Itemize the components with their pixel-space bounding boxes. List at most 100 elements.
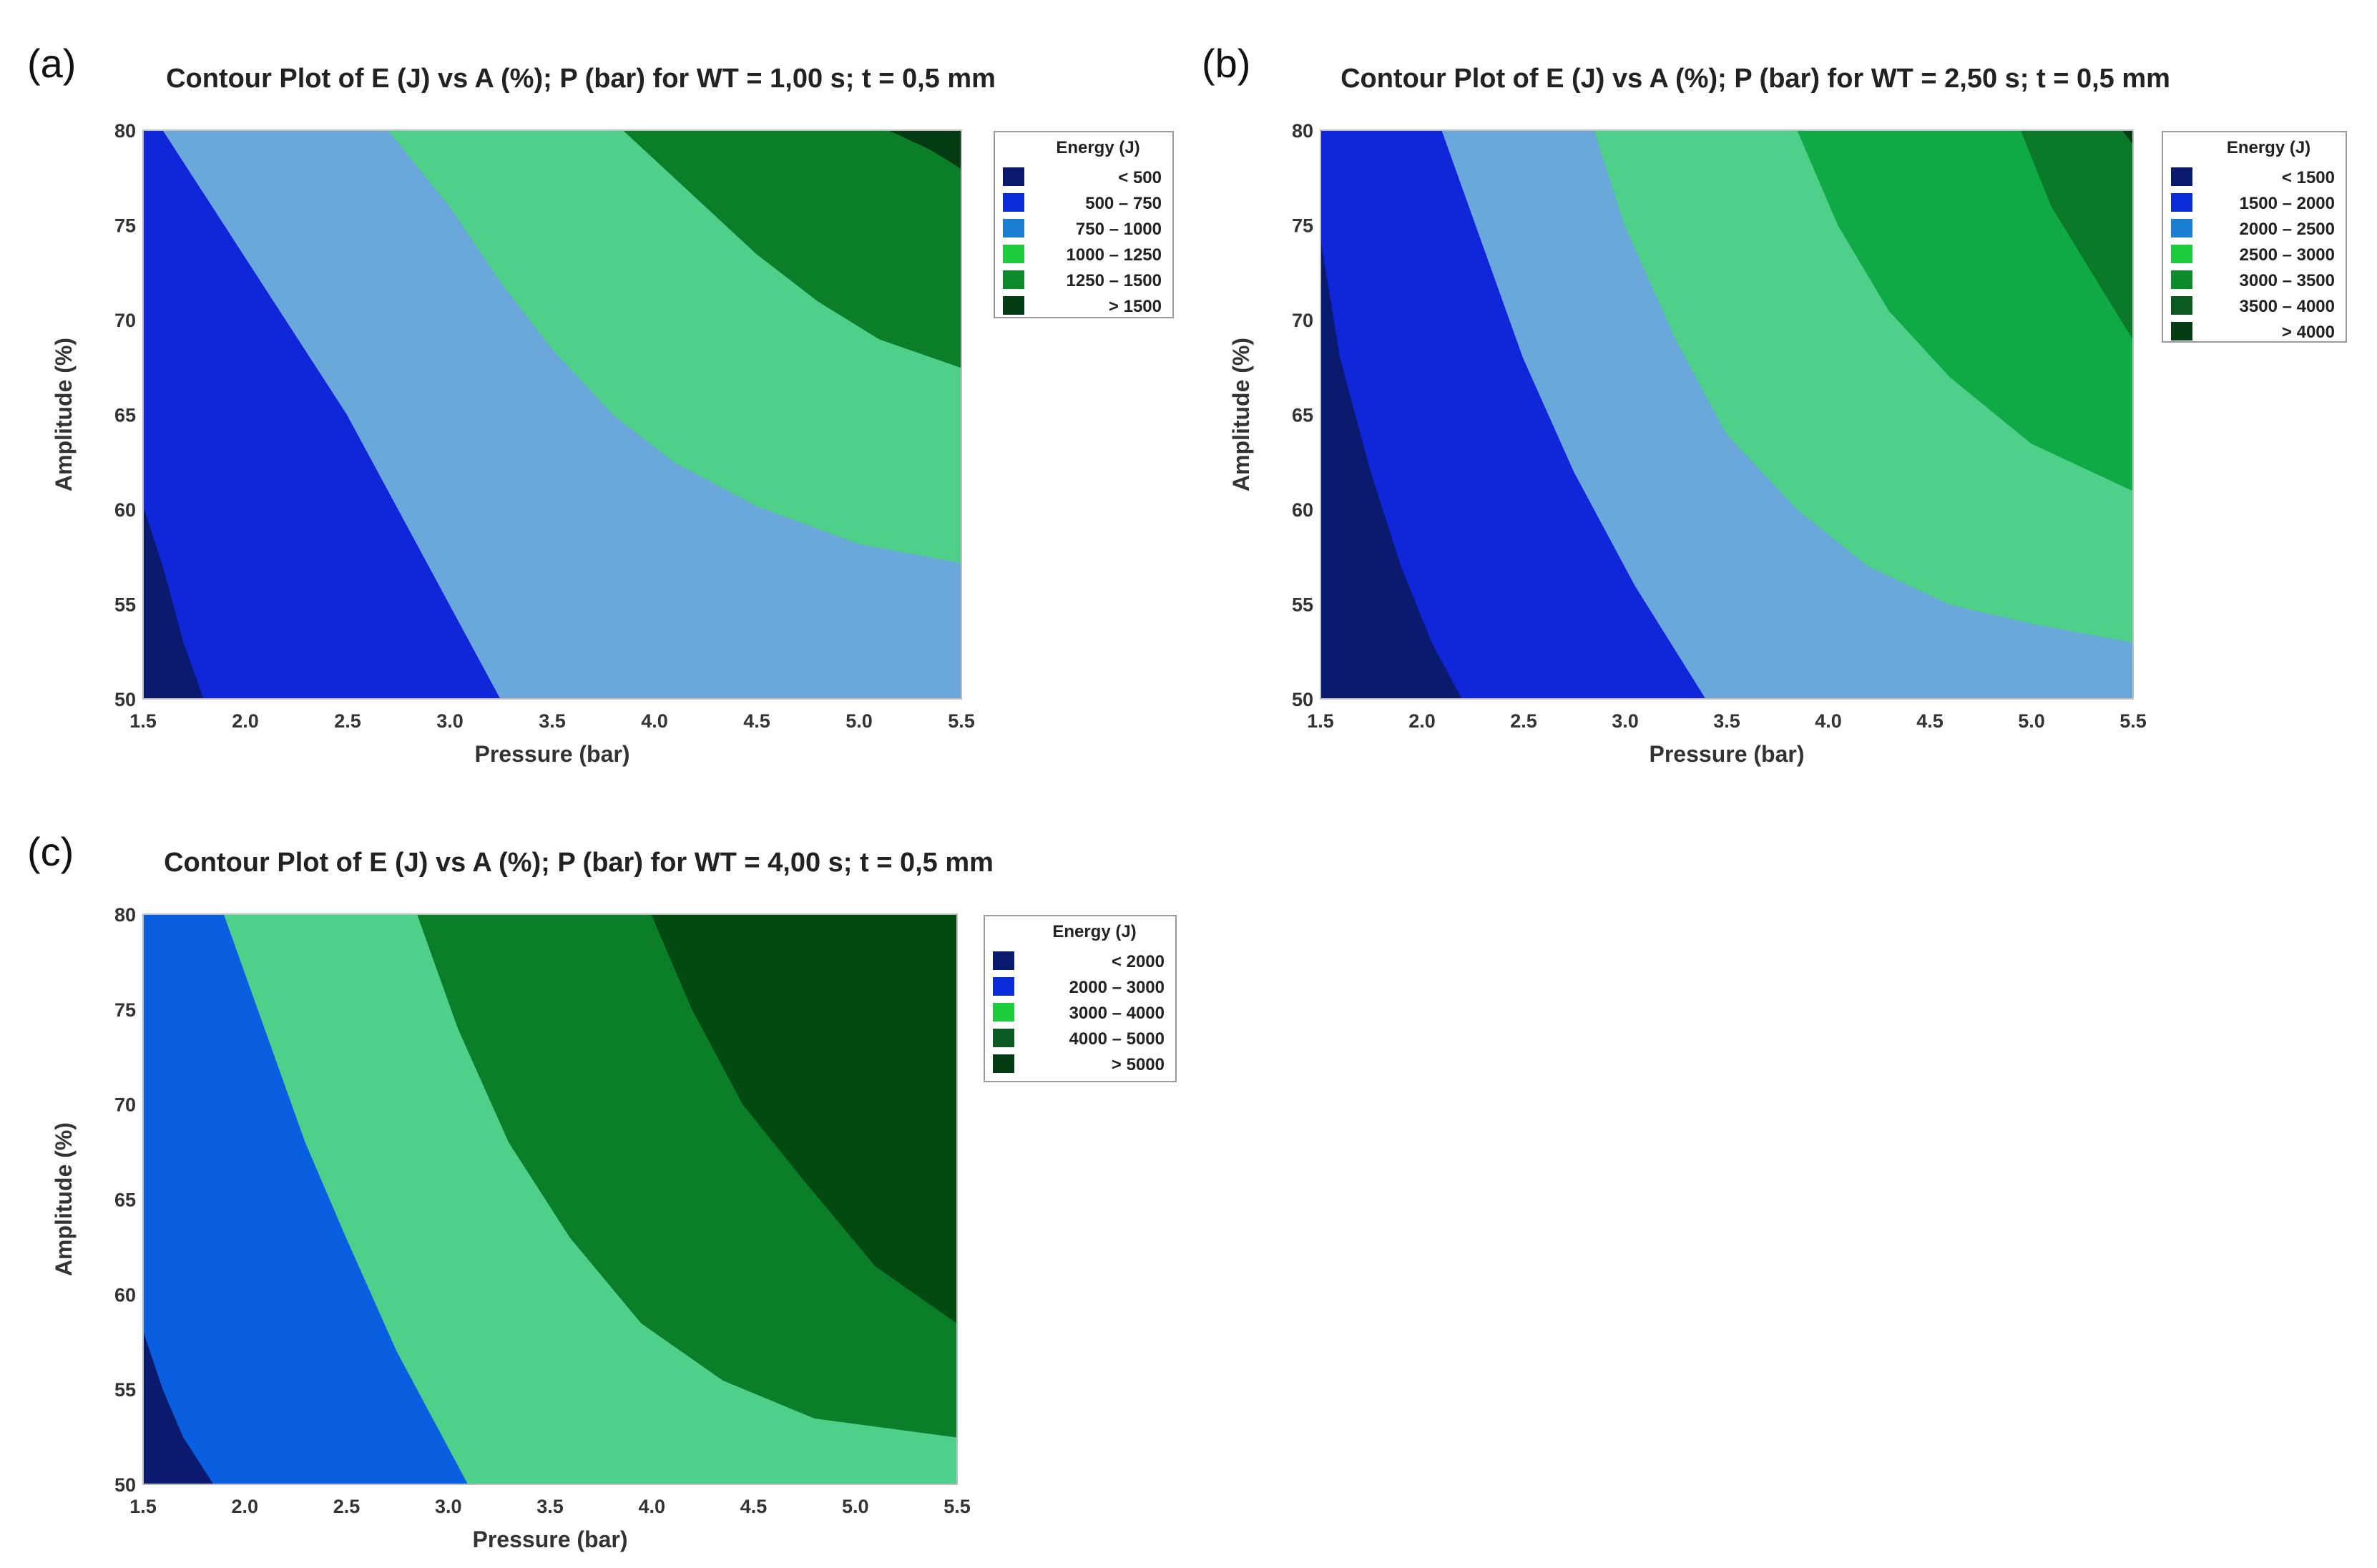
y-tick-label: 75 <box>1292 215 1313 237</box>
legend-swatch <box>2171 296 2192 315</box>
legend-box <box>984 915 1177 1082</box>
legend-label: < 500 <box>1118 168 1162 187</box>
x-tick-label: 5.0 <box>846 710 873 732</box>
y-tick-label: 50 <box>114 689 136 710</box>
legend-swatch <box>1003 245 1024 263</box>
contour-regions <box>143 130 961 699</box>
x-tick-label: 2.5 <box>1510 710 1537 732</box>
legend-label: 3500 – 4000 <box>2240 297 2335 316</box>
legend-swatch <box>993 1003 1014 1021</box>
legend-swatch <box>993 1054 1014 1073</box>
x-tick-label: 4.5 <box>1916 710 1944 732</box>
legend-swatch <box>1003 296 1024 315</box>
legend-swatch <box>1003 193 1024 212</box>
plot-frame <box>1320 129 2134 700</box>
chart-title: Contour Plot of E (J) vs A (%); P (bar) … <box>164 848 994 878</box>
contour-chart-b: Contour Plot of E (J) vs A (%); P (bar) … <box>1228 64 2347 767</box>
x-axis-label: Pressure (bar) <box>1650 741 1805 767</box>
plot-frame <box>142 913 958 1485</box>
x-tick-label: 4.5 <box>740 1496 768 1517</box>
legend-label: 1500 – 2000 <box>2240 194 2335 213</box>
panel-a: (a) Contour Plot of E (J) vs A (%); P (b… <box>0 0 1202 787</box>
x-tick-label: 5.0 <box>2018 710 2045 732</box>
contour-chart-c: Contour Plot of E (J) vs A (%); P (bar) … <box>51 848 1177 1552</box>
contour-region-4 <box>651 914 957 1324</box>
legend-box <box>2162 131 2347 343</box>
legend-swatch <box>1003 270 1024 289</box>
legend-title: Energy (J) <box>1052 922 1136 941</box>
panel-label: (b) <box>1202 41 1251 86</box>
chart-title: Contour Plot of E (J) vs A (%); P (bar) … <box>166 64 996 94</box>
y-tick-label: 80 <box>114 120 136 142</box>
contour-region-6 <box>2122 130 2133 145</box>
x-tick-label: 5.5 <box>944 1496 971 1517</box>
y-tick-label: 80 <box>1292 120 1313 142</box>
x-axis-label: Pressure (bar) <box>473 1527 628 1552</box>
legend-swatch <box>2171 193 2192 212</box>
contour-region-5 <box>2020 130 2133 340</box>
y-tick-label: 55 <box>1292 594 1313 616</box>
legend-label: > 1500 <box>1109 297 1162 316</box>
legend-label: > 5000 <box>1112 1055 1165 1074</box>
x-tick-label: 2.5 <box>334 710 361 732</box>
legend-label: 3000 – 4000 <box>1069 1004 1165 1023</box>
y-tick-label: 70 <box>1292 310 1313 331</box>
x-tick-label: 3.0 <box>435 1496 462 1517</box>
legend-swatch <box>2171 219 2192 237</box>
y-tick-label: 65 <box>114 1190 136 1211</box>
legend-label: 1250 – 1500 <box>1067 271 1162 290</box>
x-tick-label: 1.5 <box>129 1496 157 1517</box>
y-tick-label: 50 <box>114 1474 136 1496</box>
x-tick-label: 5.5 <box>2119 710 2147 732</box>
x-tick-label: 1.5 <box>129 710 157 732</box>
y-axis-label: Amplitude (%) <box>51 338 77 491</box>
legend-swatch <box>993 1029 1014 1047</box>
panel-label: (c) <box>27 829 74 874</box>
x-tick-label: 2.0 <box>232 710 259 732</box>
x-tick-label: 3.5 <box>539 710 566 732</box>
legend-label: 2500 – 3000 <box>2240 245 2335 265</box>
x-tick-label: 1.5 <box>1307 710 1334 732</box>
legend-swatch <box>2171 167 2192 186</box>
legend-swatch <box>2171 322 2192 340</box>
contour-regions <box>1320 130 2133 699</box>
legend-label: 3000 – 3500 <box>2240 271 2335 290</box>
x-tick-label: 3.5 <box>1713 710 1740 732</box>
y-tick-label: 80 <box>114 904 136 926</box>
y-tick-label: 65 <box>1292 405 1313 426</box>
y-tick-label: 75 <box>114 215 136 237</box>
legend-swatch <box>2171 245 2192 263</box>
legend-swatch <box>1003 167 1024 186</box>
panel-label: (a) <box>27 41 77 86</box>
legend-label: > 4000 <box>2282 323 2335 342</box>
legend-swatch <box>993 977 1014 996</box>
y-tick-label: 70 <box>114 1094 136 1116</box>
x-tick-label: 4.5 <box>743 710 770 732</box>
contour-region-4 <box>622 130 961 368</box>
x-tick-label: 3.5 <box>536 1496 564 1517</box>
x-tick-label: 2.5 <box>333 1496 361 1517</box>
legend-label: 750 – 1000 <box>1076 220 1162 239</box>
x-tick-label: 4.0 <box>641 710 668 732</box>
chart-title: Contour Plot of E (J) vs A (%); P (bar) … <box>1341 64 2170 94</box>
legend-title: Energy (J) <box>1056 138 1140 157</box>
contour-region-5 <box>889 130 961 170</box>
legend-swatch <box>2171 270 2192 289</box>
y-tick-label: 60 <box>1292 499 1313 521</box>
legend-label: 2000 – 2500 <box>2240 220 2335 239</box>
panel-c: (c) Contour Plot of E (J) vs A (%); P (b… <box>0 787 1202 1568</box>
y-tick-label: 50 <box>1292 689 1313 710</box>
y-tick-label: 55 <box>114 1379 136 1401</box>
x-tick-label: 3.0 <box>436 710 464 732</box>
y-tick-label: 65 <box>114 405 136 426</box>
y-tick-label: 60 <box>114 499 136 521</box>
legend-label: < 1500 <box>2282 168 2335 187</box>
x-tick-label: 2.0 <box>1408 710 1436 732</box>
x-axis-label: Pressure (bar) <box>475 741 630 767</box>
legend-label: 1000 – 1250 <box>1067 245 1162 265</box>
panel-b: (b) Contour Plot of E (J) vs A (%); P (b… <box>1202 0 2377 787</box>
y-tick-label: 75 <box>114 999 136 1021</box>
y-axis-label: Amplitude (%) <box>51 1122 77 1276</box>
legend-swatch <box>1003 219 1024 237</box>
legend-title: Energy (J) <box>2227 138 2310 157</box>
